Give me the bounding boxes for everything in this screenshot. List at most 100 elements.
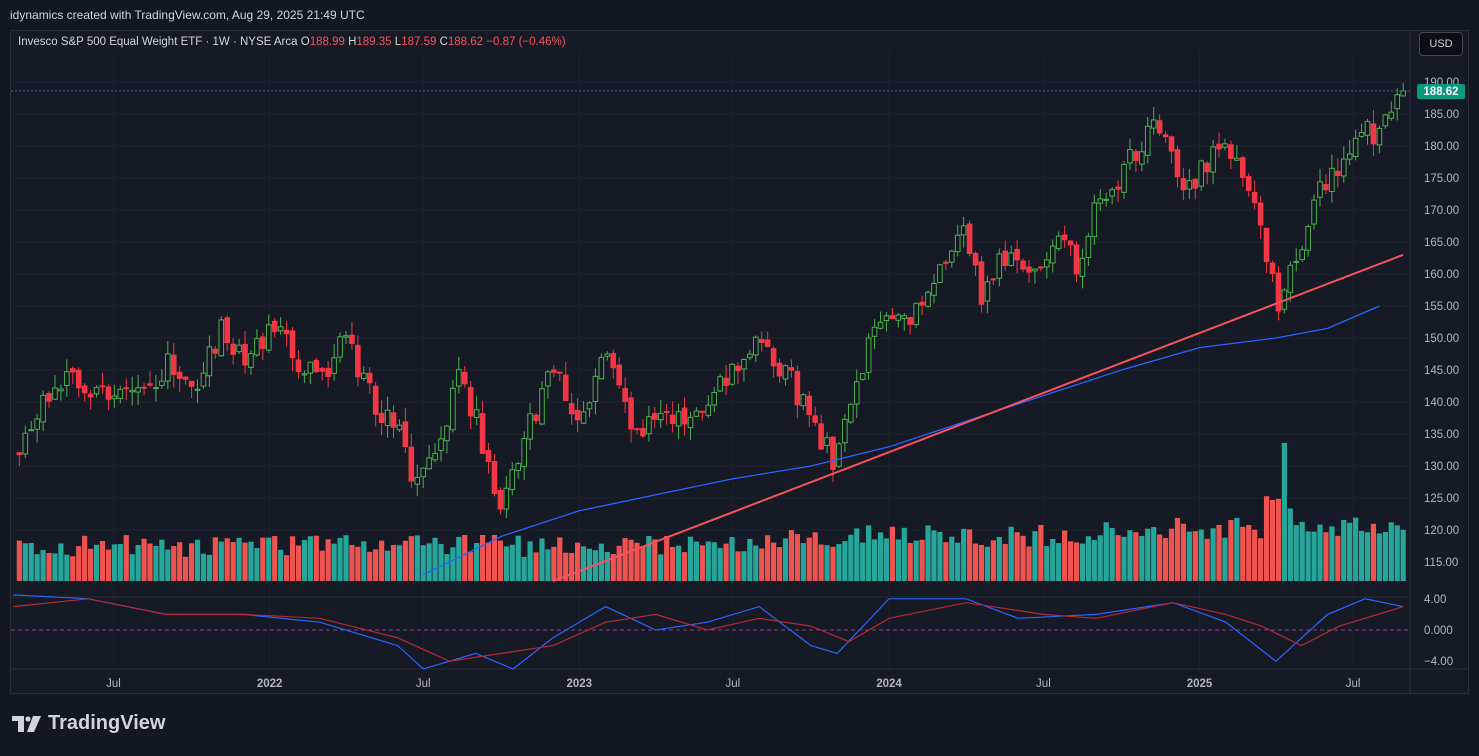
candle-body xyxy=(788,367,795,371)
candle-body xyxy=(1103,198,1109,201)
candle-body xyxy=(1245,176,1252,191)
volume-bar xyxy=(456,536,462,581)
candle-body xyxy=(592,375,599,403)
price-tick-label: 170.00 xyxy=(1424,205,1459,217)
candle-body xyxy=(1186,180,1193,190)
volume-bar xyxy=(871,539,878,581)
volume-bar xyxy=(771,542,777,581)
candle-body xyxy=(539,388,545,425)
symbol-title[interactable]: Invesco S&P 500 Equal Weight ETF · 1W · … xyxy=(18,36,298,48)
volume-bar xyxy=(1186,531,1192,581)
candle-body xyxy=(556,371,563,374)
time-tick-label: Jul xyxy=(416,678,431,690)
volume-bar xyxy=(990,540,996,581)
volume-bar xyxy=(622,538,628,581)
candle-body xyxy=(800,394,807,407)
price-tick-label: 135.00 xyxy=(1424,429,1459,441)
candle-body xyxy=(1222,143,1228,148)
time-tick-label: Jul xyxy=(1036,678,1051,690)
candle-body xyxy=(545,371,551,387)
candle-body xyxy=(1198,160,1205,187)
candle-body xyxy=(729,363,735,385)
candle-body xyxy=(212,348,219,354)
volume-bar xyxy=(1269,499,1276,581)
volume-bar xyxy=(40,550,46,581)
time-axis[interactable]: Jul 2022 Jul 2023 Jul 2024 Jul 2025 Jul xyxy=(106,678,1360,690)
candle-body xyxy=(16,452,23,456)
signal-line xyxy=(13,598,1404,662)
candle-body xyxy=(159,380,165,386)
candle-body xyxy=(1144,125,1151,156)
volume-bars xyxy=(16,443,1406,581)
candle-body xyxy=(723,377,729,386)
candle-body xyxy=(176,371,183,379)
currency-button[interactable]: USD xyxy=(1419,32,1463,56)
volume-bar xyxy=(295,545,302,581)
candle-body xyxy=(1287,264,1294,293)
candle-body xyxy=(752,336,759,356)
volume-bar xyxy=(1353,517,1359,581)
volume-bar xyxy=(1394,525,1400,581)
candle-body xyxy=(343,335,349,338)
candle-body xyxy=(907,317,914,325)
volume-bar xyxy=(664,535,670,581)
candle-body xyxy=(1091,202,1098,238)
volume-bar xyxy=(1287,508,1293,581)
candle-body xyxy=(390,412,397,428)
volume-bar xyxy=(889,526,895,581)
volume-bar xyxy=(361,541,367,581)
candle-body xyxy=(1002,250,1009,266)
candle-body xyxy=(402,421,409,448)
volume-bar xyxy=(1234,517,1240,581)
volume-bar xyxy=(462,535,468,581)
volume-bar xyxy=(759,548,765,581)
volume-bar xyxy=(1228,520,1234,581)
grid-lines xyxy=(11,31,1468,694)
volume-bar xyxy=(34,554,40,581)
candle-body xyxy=(883,315,890,322)
candle-body xyxy=(937,264,943,283)
candle-body xyxy=(895,314,902,321)
candle-body xyxy=(1115,186,1121,190)
candle-body xyxy=(663,410,670,413)
candle-body xyxy=(414,476,421,485)
candle-body xyxy=(141,386,147,389)
candle-body xyxy=(135,387,141,393)
volume-bar xyxy=(646,536,652,581)
osc-tick-label: 4.00 xyxy=(1424,594,1446,606)
volume-bar xyxy=(551,546,557,581)
volume-bar xyxy=(557,537,563,581)
volume-bar xyxy=(141,538,147,581)
chart-canvas[interactable]: 190.00185.00180.00175.00170.00165.00160.… xyxy=(0,0,1479,700)
candle-body xyxy=(1032,268,1038,272)
volume-bar xyxy=(1382,531,1388,581)
price-tick-label: 150.00 xyxy=(1424,333,1459,345)
price-tick-label: 175.00 xyxy=(1424,173,1459,185)
candle-body xyxy=(640,427,646,437)
volume-bar xyxy=(521,556,527,581)
candle-body xyxy=(52,387,58,400)
volume-bar xyxy=(289,536,296,581)
volume-bar xyxy=(1299,521,1305,581)
candle-body xyxy=(497,489,504,510)
price-axis[interactable]: 190.00185.00180.00175.00170.00165.00160.… xyxy=(1424,77,1459,569)
volume-bar xyxy=(159,539,165,581)
candle-body xyxy=(1299,249,1305,261)
volume-bar xyxy=(260,537,266,581)
volume-bar xyxy=(129,554,135,581)
volume-bar xyxy=(1026,546,1032,581)
volume-bar xyxy=(52,553,58,581)
volume-bar xyxy=(70,556,76,581)
candle-body xyxy=(325,367,331,377)
volume-bar xyxy=(1335,535,1341,581)
volume-bar xyxy=(1252,529,1258,581)
tradingview-logo[interactable]: TradingView xyxy=(12,712,165,735)
trend-line[interactable] xyxy=(552,253,1404,583)
volume-bar xyxy=(1263,496,1270,581)
volume-bar xyxy=(705,541,711,581)
candle-body xyxy=(289,330,296,359)
candle-body xyxy=(865,337,872,373)
volume-bar xyxy=(1139,535,1145,581)
candle-body xyxy=(200,372,207,387)
volume-bar xyxy=(1210,528,1216,581)
